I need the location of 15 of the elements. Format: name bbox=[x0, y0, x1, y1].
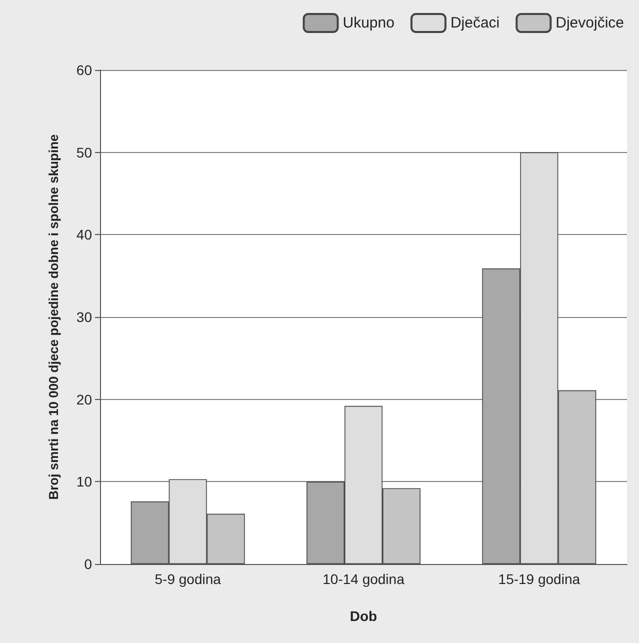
x-tick-label: 5-9 godina bbox=[154, 571, 222, 587]
x-tick-label: 10-14 godina bbox=[322, 571, 405, 587]
y-tick-label: 0 bbox=[84, 556, 92, 572]
legend-label: Djevojčice bbox=[556, 14, 624, 32]
legend-label: Dječaci bbox=[450, 14, 500, 32]
x-axis-title: Dob bbox=[350, 608, 378, 624]
x-tick-label: 15-19 godina bbox=[498, 571, 580, 587]
y-tick-label: 50 bbox=[76, 144, 92, 160]
legend-label: Ukupno bbox=[342, 14, 394, 32]
y-tick-label: 60 bbox=[76, 62, 92, 78]
y-tick-label: 40 bbox=[76, 226, 92, 243]
y-axis-title: Broj smrti na 10 000 djece pojedine dobne i spolne skupine bbox=[46, 134, 61, 500]
y-tick-label: 10 bbox=[76, 474, 92, 490]
y-tick-label: 30 bbox=[76, 309, 92, 325]
y-tick-label: 20 bbox=[76, 391, 92, 408]
